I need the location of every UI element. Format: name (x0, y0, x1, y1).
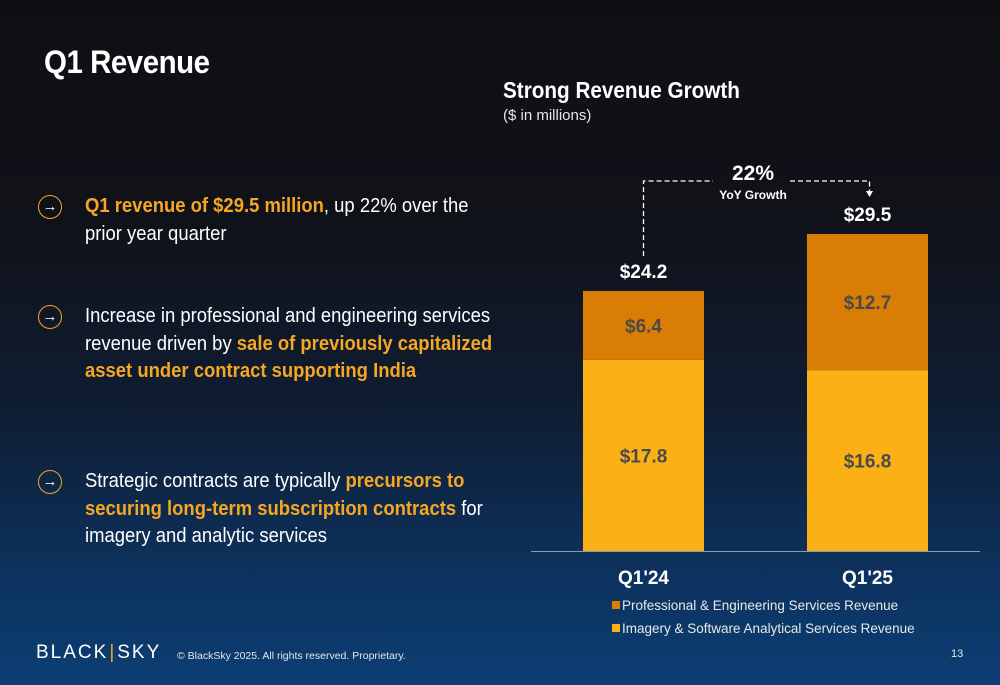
bullet-plain: Strategic contracts are typically (85, 469, 346, 492)
legend-label: Professional & Engineering Services Reve… (622, 598, 898, 613)
chart-title: Strong Revenue Growth (503, 77, 740, 103)
page-number: 13 (951, 648, 964, 660)
bar-value-label: $6.4 (625, 316, 662, 337)
arrow-circle-icon: → (38, 305, 62, 329)
bullet-highlight: Q1 revenue of $29.5 million (85, 194, 324, 217)
bar-value-label: $17.8 (620, 446, 668, 467)
bar-value-label: $12.7 (844, 293, 892, 314)
bullet-text: Q1 revenue of $29.5 million, up 22% over… (85, 192, 499, 247)
logo-text-right: SKY (117, 642, 162, 663)
x-tick-label: Q1'24 (618, 568, 669, 589)
bar-segment (807, 370, 928, 551)
arrow-circle-icon: → (38, 470, 62, 494)
legend-swatch (612, 624, 620, 632)
bar-segment (583, 359, 704, 551)
bullet-plain: Increase in professional and engineering… (85, 304, 491, 355)
logo-text-left: BLACK (36, 642, 109, 663)
copyright-notice: © BlackSky 2025. All rights reserved. Pr… (177, 650, 406, 662)
arrow-circle-icon: → (38, 195, 62, 219)
x-tick-label: Q1'25 (842, 568, 893, 589)
legend-label: Imagery & Software Analytical Services R… (622, 621, 915, 636)
chart-subtitle: ($ in millions) (503, 107, 592, 124)
slide-title: Q1 Revenue (44, 44, 210, 80)
blacksky-logo: BLACK|SKY (36, 642, 161, 664)
bullet-highlight: precursors to securing long-term subscri… (85, 469, 465, 520)
bullet-plain: for imagery and analytic services (85, 496, 483, 548)
growth-percent: 22% (732, 162, 774, 185)
bullet-plain: , up 22% over the prior year quarter (85, 194, 469, 245)
bar-total-label: $29.5 (844, 205, 892, 226)
bullet-text: Strategic contracts are typically precur… (85, 467, 499, 550)
bar-segment (583, 290, 704, 360)
bar-total-label: $24.2 (620, 262, 668, 283)
bullet-text: Increase in professional and engineering… (85, 302, 499, 385)
bar-value-label: $16.8 (844, 452, 892, 473)
growth-bracket-left (642, 180, 713, 256)
legend-swatch (612, 601, 620, 609)
arrow-down-icon (866, 191, 873, 197)
bar-segment (807, 234, 928, 371)
bullet-highlight: sale of previously capitalized asset und… (85, 331, 493, 383)
growth-label: YoY Growth (719, 188, 787, 202)
growth-bracket-right (790, 180, 871, 192)
logo-separator: | (109, 642, 117, 663)
